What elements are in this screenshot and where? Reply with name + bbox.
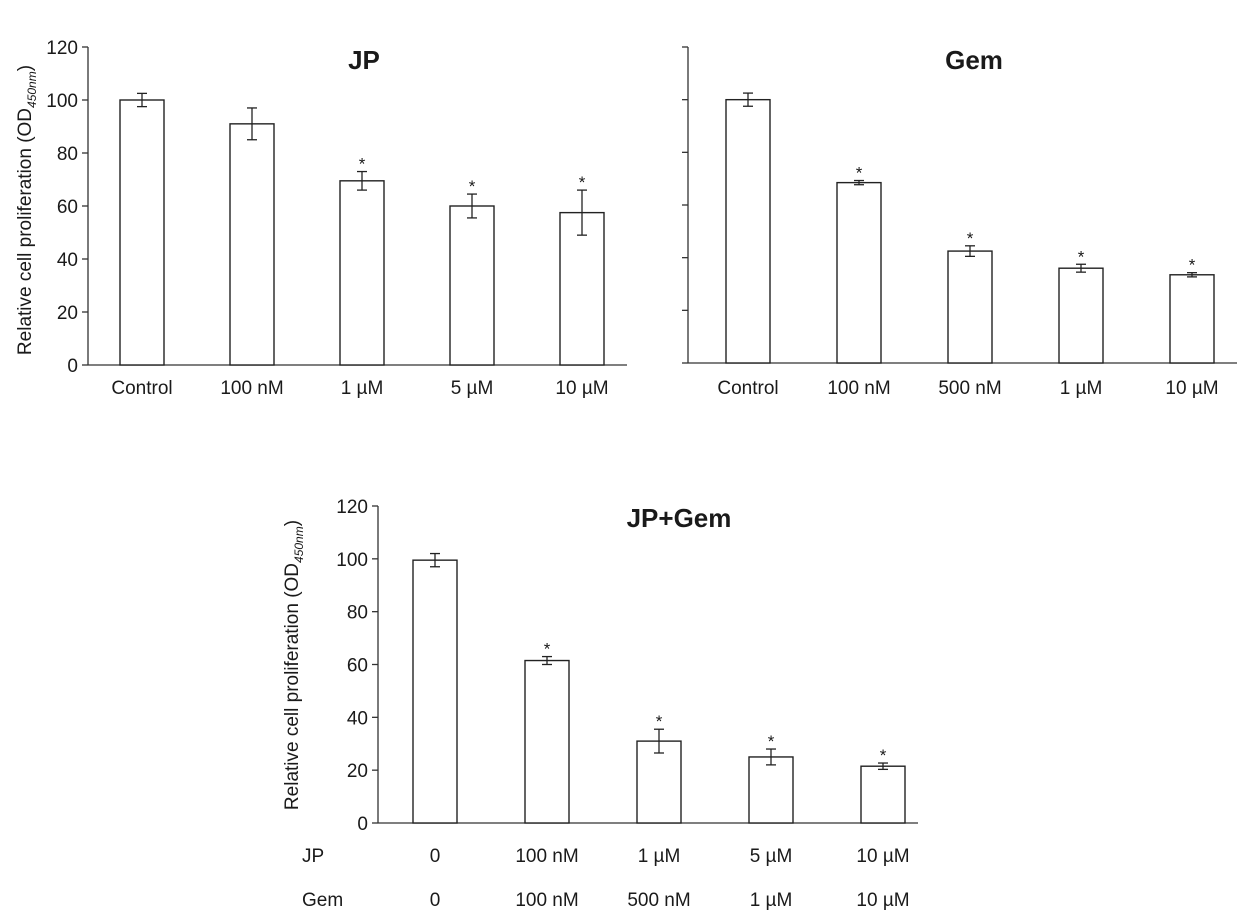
category-label: 100 nM <box>220 378 283 399</box>
y-tick-label: 20 <box>347 761 368 782</box>
y-tick-label: 120 <box>336 497 368 518</box>
y-tick-label: 60 <box>347 656 368 677</box>
jp-y-axis-label: Relative cell proliferation (OD450nm) <box>15 65 39 355</box>
category-label: 0 <box>430 846 441 867</box>
category-label: 1 µM <box>341 378 384 399</box>
bar <box>748 756 794 824</box>
y-tick-label: 80 <box>57 144 78 165</box>
jp-gem-y-axis-label: Relative cell proliferation (OD450nm) <box>282 520 306 810</box>
y-tick-label: 0 <box>357 814 368 835</box>
category-label: 1 µM <box>638 846 681 867</box>
bar <box>836 181 882 364</box>
bar <box>412 559 458 824</box>
bar <box>725 98 771 364</box>
jp-panel: JP Relative cell proliferation (OD450nm)… <box>15 38 627 399</box>
bar <box>524 659 570 824</box>
jp-gem-bars: 0 20 40 60 80 100 120 0 0 * 100 nM 100 nM * 1 µM 500 n… <box>336 497 909 911</box>
category-label: 100 nM <box>515 890 578 911</box>
category-label: 100 nM <box>827 378 890 399</box>
jp-bars: 0 20 40 60 80 100 120 Control 100 nM * 1 µM * 5 µM * 1… <box>46 38 608 399</box>
bar <box>947 250 993 364</box>
significance-star: * <box>967 229 974 248</box>
significance-star: * <box>359 155 366 174</box>
y-tick-label: 20 <box>57 303 78 324</box>
y-tick-label: 40 <box>347 708 368 729</box>
gem-bars: Control * 100 nM * 500 nM * 1 µM * 10 µM <box>682 46 1219 399</box>
y-tick-label: 40 <box>57 250 78 271</box>
significance-star: * <box>469 177 476 196</box>
category-label: 5 µM <box>750 846 793 867</box>
significance-star: * <box>656 712 663 731</box>
jp-gem-panel: JP+Gem Relative cell proliferation (OD45… <box>282 497 918 911</box>
significance-star: * <box>856 164 863 183</box>
category-label: 10 µM <box>1165 378 1218 399</box>
bar <box>860 765 906 824</box>
bar <box>1169 274 1215 364</box>
category-label: 5 µM <box>451 378 494 399</box>
category-label: 100 nM <box>515 846 578 867</box>
y-tick-label: 100 <box>336 550 368 571</box>
jp-panel-title: JP <box>348 45 380 75</box>
category-label: 500 nM <box>627 890 690 911</box>
gem-panel: Gem Control * 100 nM * 500 nM * 1 µM * 10 µM <box>682 45 1237 399</box>
y-tick-label: 0 <box>67 356 78 377</box>
y-tick-label: 120 <box>46 38 78 59</box>
category-label: Control <box>111 378 172 399</box>
significance-star: * <box>880 746 887 765</box>
significance-star: * <box>768 732 775 751</box>
significance-star: * <box>1078 247 1085 266</box>
bar <box>119 99 165 366</box>
y-tick-label: 60 <box>57 197 78 218</box>
bar <box>1058 267 1104 364</box>
category-label: 500 nM <box>938 378 1001 399</box>
category-label: 10 µM <box>555 378 608 399</box>
category-label: Control <box>717 378 778 399</box>
significance-star: * <box>579 173 586 192</box>
category-label: 10 µM <box>856 890 909 911</box>
category-label: 0 <box>430 890 441 911</box>
y-tick-label: 100 <box>46 91 78 112</box>
significance-star: * <box>1189 256 1196 275</box>
category-label: 1 µM <box>1060 378 1103 399</box>
gem-row-label: Gem <box>302 890 343 911</box>
bar <box>449 205 495 366</box>
gem-panel-title: Gem <box>945 45 1003 75</box>
y-tick-label: 80 <box>347 603 368 624</box>
bar <box>339 180 385 366</box>
category-label: 10 µM <box>856 846 909 867</box>
significance-star: * <box>544 640 551 659</box>
jp-gem-panel-title: JP+Gem <box>627 503 732 533</box>
jp-row-label: JP <box>302 846 324 867</box>
category-label: 1 µM <box>750 890 793 911</box>
bar <box>229 123 275 366</box>
